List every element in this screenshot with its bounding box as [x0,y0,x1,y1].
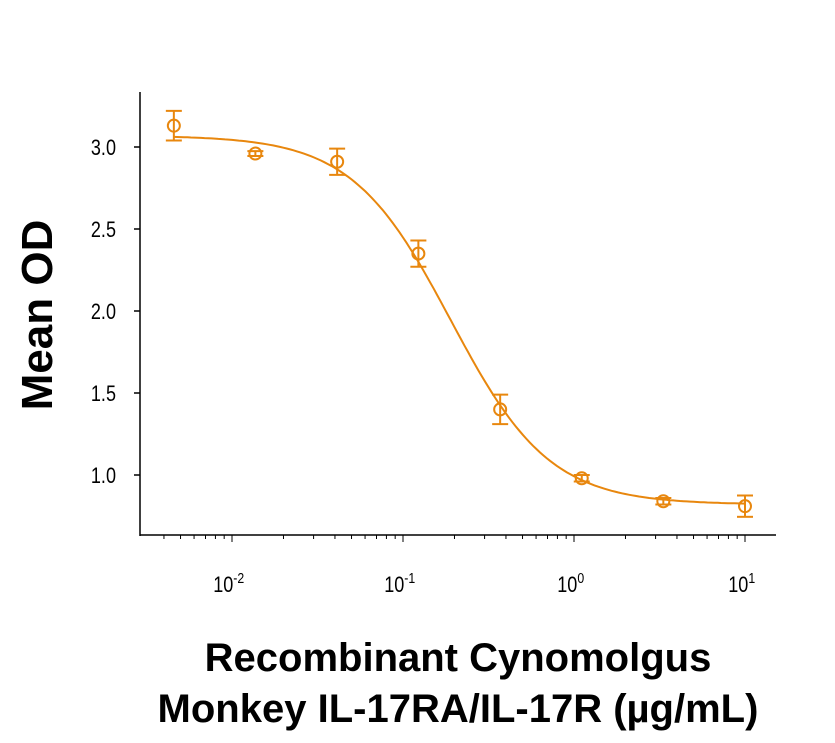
data-point [410,239,427,268]
axes [139,92,776,536]
x-ticks: 10-2 10-1 100 101 [163,535,755,598]
point-marker [330,154,345,169]
data-point [165,109,182,142]
point-marker [248,146,263,161]
fit-curve [173,135,746,505]
data-point [329,147,346,176]
y-tick-label: 1.5 [91,382,116,406]
point-marker [656,494,671,509]
data-points [165,109,753,518]
point-marker [738,499,752,514]
x-tick-base: 10 [384,573,404,597]
y-tick-label: 1.0 [91,464,116,488]
y-tick-label: 2.0 [91,300,116,324]
x-axis-label-line-1: Recombinant Cynomolgus [205,636,712,680]
data-point [247,146,264,161]
x-tick-base: 10 [728,573,748,597]
data-point [655,494,672,509]
x-tick-exponent: 1 [748,570,755,586]
x-axis-label-line-2: Monkey IL-17RA/IL-17R (µg/mL) [158,687,759,731]
y-tick-label: 3.0 [91,136,116,160]
x-tick-label: 100 [557,570,584,598]
x-tick-exponent: -2 [233,570,244,586]
x-tick-label: 101 [728,570,755,598]
point-marker [574,471,589,486]
data-point [737,494,753,518]
x-tick-label: 10-2 [213,570,244,598]
x-tick-base: 10 [557,573,577,597]
x-tick-label: 10-1 [384,570,415,598]
y-tick-label: 2.5 [91,218,116,242]
y-ticks: 1.0 1.5 2.0 2.5 3.0 [91,136,140,488]
point-marker [411,246,426,261]
x-tick-base: 10 [213,573,233,597]
point-marker [493,402,508,417]
x-tick-exponent: 0 [577,570,584,586]
y-axis-label: Mean OD [13,220,62,411]
data-point [573,471,590,486]
data-point [492,393,509,426]
point-marker [166,118,181,133]
x-tick-exponent: -1 [404,570,415,586]
